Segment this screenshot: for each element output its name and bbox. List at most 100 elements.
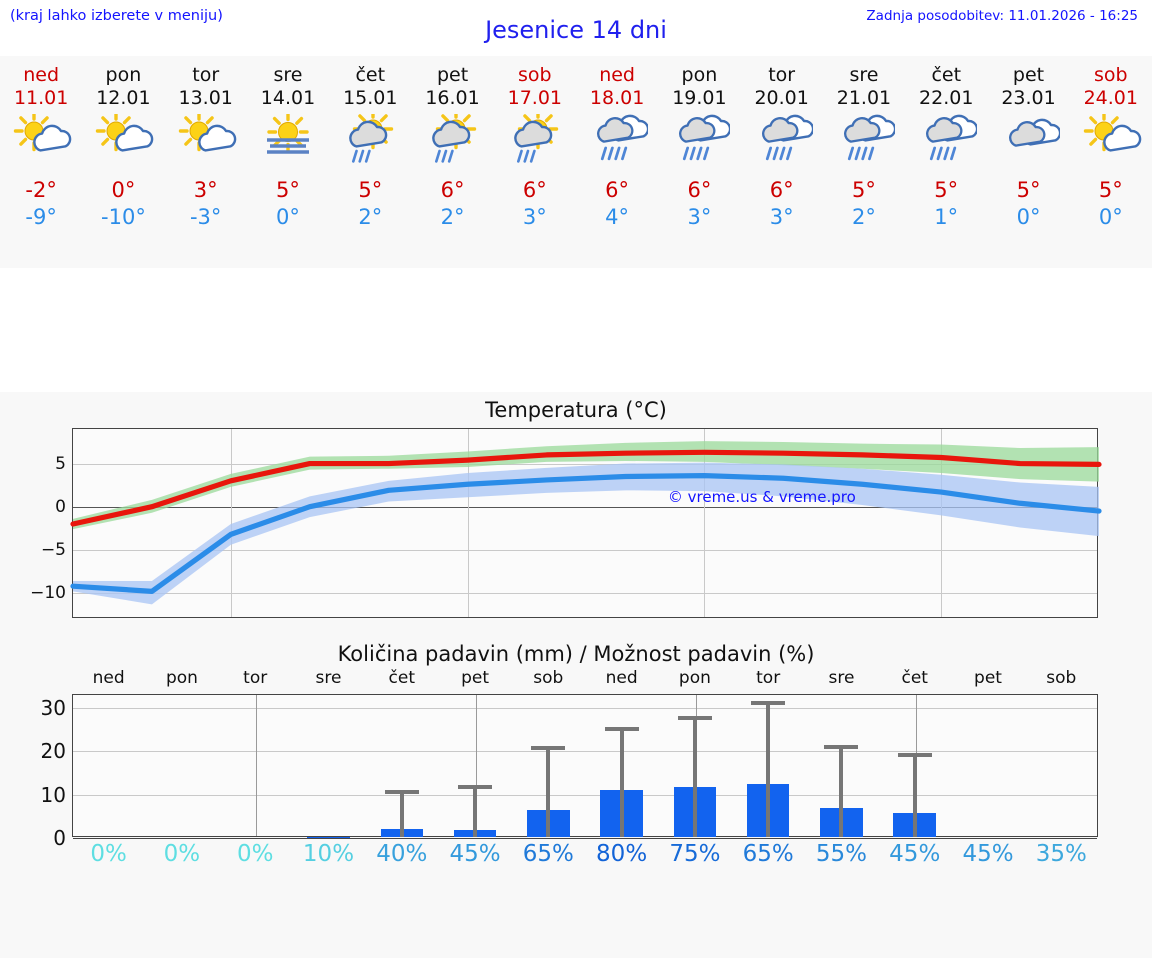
forecast-max-temp: 6° — [687, 178, 712, 202]
precipitation-probability: 0% — [90, 841, 127, 867]
precipitation-error-bar — [839, 749, 844, 837]
cloud-rain-icon — [586, 112, 649, 174]
precipitation-day-label: pon — [678, 668, 711, 688]
forecast-day-column[interactable]: sre 14.01 5° 0° — [247, 56, 329, 268]
forecast-min-temp: -10° — [101, 205, 146, 229]
forecast-day-column[interactable]: ned 18.01 6° 4° — [576, 56, 658, 268]
forecast-day-date: 15.01 — [343, 87, 398, 109]
forecast-day-date: 14.01 — [260, 87, 316, 109]
temperature-y-tick-label: −5 — [40, 539, 66, 560]
precipitation-probability: 65% — [742, 841, 794, 867]
forecast-day-name: pet — [1012, 64, 1045, 86]
forecast-max-temp: 5° — [1098, 178, 1123, 202]
forecast-max-temp: 6° — [769, 178, 794, 202]
precipitation-probability: 0% — [236, 841, 274, 867]
temperature-vertical-gridline — [704, 429, 706, 617]
precipitation-day-label: čet — [388, 668, 415, 688]
forecast-day-column[interactable]: sob 24.01 5° 0° — [1070, 56, 1152, 268]
forecast-day-column[interactable]: ned 11.01 -2° -9° — [0, 56, 82, 268]
forecast-day-date: 11.01 — [13, 87, 69, 109]
cloud-rain-icon — [833, 112, 895, 174]
precipitation-probability: 75% — [669, 841, 721, 867]
precipitation-bar-cell — [219, 694, 292, 837]
temperature-gridline — [73, 549, 1097, 551]
precipitation-day-labels: ned pon tor sre čet pet sob ned pon tor sre čet pet s… — [72, 668, 1098, 688]
precipitation-gridline — [73, 838, 1097, 839]
precipitation-day-label: sre — [315, 668, 342, 688]
temperature-vertical-gridline — [230, 429, 232, 617]
precipitation-day-label: tor — [243, 668, 268, 688]
forecast-day-column[interactable]: pon 12.01 0° -10° — [82, 56, 164, 268]
temperature-vertical-gridline — [467, 429, 469, 617]
forecast-day-column[interactable]: sob 17.01 6° 3° — [494, 56, 576, 268]
precipitation-probability: 35% — [1035, 841, 1087, 867]
precipitation-error-bar — [473, 789, 478, 837]
forecast-max-temp: 6° — [440, 178, 465, 202]
forecast-min-temp: 3° — [522, 205, 547, 229]
forecast-day-column[interactable]: pet 23.01 5° 0° — [987, 56, 1069, 268]
precipitation-gridline — [73, 708, 1097, 709]
precipitation-day-label: sre — [828, 668, 855, 688]
forecast-day-name: čet — [931, 64, 962, 86]
last-updated: Zadnja posodobitev: 11.01.2026 - 16:25 — [866, 8, 1138, 24]
forecast-day-column[interactable]: čet 22.01 5° 1° — [905, 56, 987, 268]
precipitation-day-label: ned — [605, 668, 638, 688]
forecast-day-name: ned — [23, 64, 60, 86]
forecast-max-temp: -2° — [25, 178, 57, 202]
forecast-max-temp: 5° — [276, 178, 300, 202]
precipitation-bar-cell — [658, 694, 731, 837]
forecast-day-date: 12.01 — [96, 87, 151, 109]
cloud-icon — [998, 112, 1060, 174]
forecast-min-temp: -9° — [25, 205, 57, 229]
precipitation-probabilities: 0% 0% 0% 10% 40% 45% 65% 80% 75% 65% 55% 45% 45% 35% — [72, 841, 1098, 867]
forecast-day-name: sre — [849, 64, 879, 86]
forecast-min-temp: 2° — [440, 205, 465, 229]
forecast-min-temp: 0° — [276, 205, 300, 229]
precipitation-bar-cell — [878, 694, 951, 837]
forecast-day-column[interactable]: pon 19.01 6° 3° — [658, 56, 740, 268]
precipitation-probability: 80% — [596, 841, 648, 867]
precipitation-probability: 55% — [815, 841, 868, 867]
sun-cloud-icon — [92, 112, 154, 174]
precipitation-bar-cell — [72, 694, 145, 837]
forecast-day-name: ned — [599, 64, 635, 86]
forecast-min-temp: 1° — [934, 205, 959, 229]
precipitation-day-label: pet — [974, 668, 1002, 688]
forecast-min-temp: -3° — [189, 205, 222, 229]
cloud-rain-icon — [915, 112, 978, 174]
cloud-rain-icon — [668, 112, 731, 174]
forecast-day-column[interactable]: sre 21.01 5° 2° — [823, 56, 905, 268]
forecast-day-column[interactable]: pet 16.01 6° 2° — [411, 56, 493, 268]
forecast-day-name: pon — [681, 64, 718, 86]
forecast-min-temp: 0° — [1016, 205, 1041, 229]
forecast-day-date: 18.01 — [589, 87, 645, 109]
precipitation-y-tick-label: 20 — [40, 739, 66, 764]
precipitation-probability: 45% — [889, 841, 941, 867]
menu-hint: (kraj lahko izberete v meniju) — [10, 8, 223, 24]
forecast-day-name: tor — [768, 64, 796, 86]
temperature-series-svg — [70, 441, 1102, 605]
forecast-day-date: 16.01 — [425, 87, 480, 109]
daily-forecast-strip: ned 11.01 -2° -9° pon 12.01 0° -10° tor 13.01 3° -3… — [0, 56, 1152, 268]
precipitation-bar-cell — [732, 694, 805, 837]
precipitation-probability: 0% — [163, 841, 201, 867]
forecast-day-date: 19.01 — [672, 87, 727, 109]
precipitation-bar-cell — [1025, 694, 1098, 837]
temperature-gridline — [73, 593, 1097, 595]
forecast-max-temp: 3° — [193, 178, 218, 202]
temperature-chart-title: Temperatura (°C) — [485, 398, 667, 422]
precipitation-probability: 45% — [962, 841, 1014, 867]
precipitation-error-bar — [546, 750, 551, 837]
precipitation-error-bar — [399, 793, 404, 837]
forecast-day-name: sre — [273, 64, 303, 86]
forecast-day-date: 20.01 — [754, 87, 809, 109]
forecast-day-column[interactable]: tor 20.01 6° 3° — [741, 56, 823, 268]
forecast-day-column[interactable]: tor 13.01 3° -3° — [165, 56, 247, 268]
forecast-day-column[interactable]: čet 15.01 5° 2° — [329, 56, 411, 268]
precipitation-error-cap — [531, 746, 566, 751]
sun-cloud-icon — [10, 112, 72, 174]
forecast-max-temp: 6° — [522, 178, 547, 202]
forecast-day-date: 13.01 — [178, 87, 233, 109]
temperature-y-tick-label: 0 — [55, 496, 66, 517]
temperature-y-tick-label: 5 — [55, 453, 66, 474]
